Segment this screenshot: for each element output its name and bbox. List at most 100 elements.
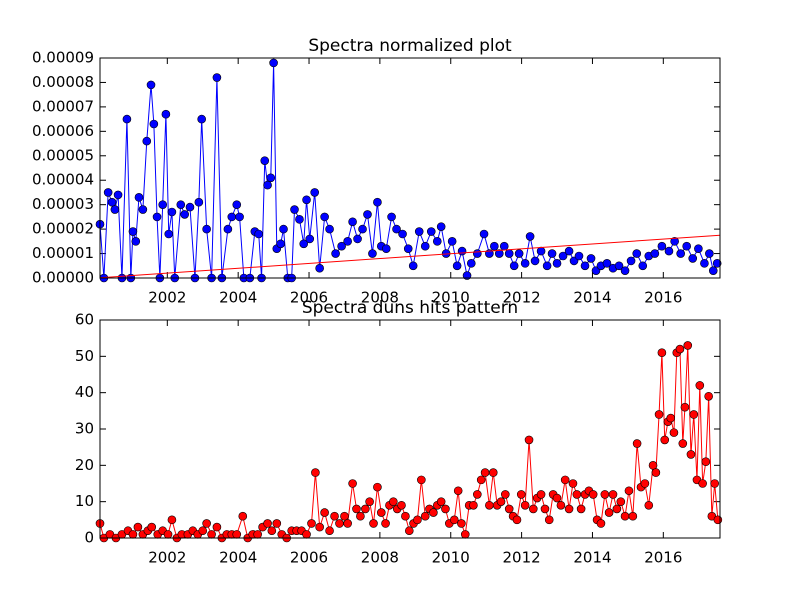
x-tick-label: 2006 xyxy=(290,289,328,307)
data-point xyxy=(302,530,311,539)
data-point xyxy=(263,180,272,190)
data-point xyxy=(628,511,638,521)
data-point xyxy=(363,210,372,219)
data-point xyxy=(657,348,667,358)
y-tick-label: 0.00008 xyxy=(32,73,94,91)
data-point xyxy=(564,246,574,256)
data-point xyxy=(509,261,519,271)
data-point xyxy=(683,341,693,350)
y-tick-label: 0 xyxy=(84,529,94,547)
data-point xyxy=(290,205,299,214)
data-point xyxy=(558,251,568,261)
data-point xyxy=(490,241,499,251)
data-point xyxy=(232,200,242,209)
data-point xyxy=(660,435,670,445)
data-point xyxy=(701,457,711,467)
y-tick-label: 0.00004 xyxy=(32,171,94,189)
data-point xyxy=(310,188,319,197)
data-point xyxy=(713,515,723,525)
data-point xyxy=(476,475,486,485)
data-point xyxy=(149,119,159,129)
data-point xyxy=(276,239,285,249)
data-point xyxy=(441,504,450,514)
data-point xyxy=(460,530,470,539)
y-tick-label: 0.00005 xyxy=(32,146,94,164)
data-point xyxy=(389,497,398,506)
data-point xyxy=(128,227,138,236)
data-point xyxy=(604,508,614,517)
data-point xyxy=(616,497,626,506)
data-point xyxy=(403,244,413,253)
data-point xyxy=(325,224,334,234)
y-tick-label: 0.00000 xyxy=(32,269,94,287)
data-point xyxy=(620,511,630,521)
data-point xyxy=(436,222,446,231)
data-point xyxy=(253,530,262,539)
data-point xyxy=(504,504,514,514)
data-point xyxy=(588,490,598,499)
data-point xyxy=(320,508,329,517)
chart-title: Spectra normalized plot xyxy=(308,36,512,56)
data-point xyxy=(238,511,248,521)
y-tick-label: 30 xyxy=(75,420,94,438)
data-point xyxy=(602,259,612,268)
data-point xyxy=(365,497,374,506)
data-point xyxy=(295,215,304,224)
data-point xyxy=(254,229,264,239)
data-point xyxy=(512,515,522,525)
data-point xyxy=(361,504,370,514)
data-point xyxy=(373,197,382,207)
data-point xyxy=(110,205,120,214)
x-tick-label: 2016 xyxy=(644,289,682,307)
data-point xyxy=(676,249,685,258)
data-point xyxy=(194,197,204,207)
data-point xyxy=(536,246,546,256)
x-tick-label: 2008 xyxy=(361,549,399,567)
data-point xyxy=(614,261,624,271)
data-point xyxy=(516,490,526,499)
x-tick-label: 2010 xyxy=(432,549,470,567)
y-tick-label: 10 xyxy=(75,492,94,510)
data-point xyxy=(552,493,562,503)
data-point xyxy=(413,515,422,525)
data-point xyxy=(670,237,679,246)
x-tick-label: 2016 xyxy=(644,549,682,567)
data-point xyxy=(164,229,174,239)
data-point xyxy=(669,428,679,437)
data-point xyxy=(392,224,401,234)
data-point xyxy=(710,479,719,488)
data-point xyxy=(414,227,424,236)
data-point xyxy=(704,391,713,401)
data-point xyxy=(480,468,490,477)
data-point xyxy=(266,173,276,183)
data-point xyxy=(686,450,696,459)
data-point xyxy=(504,249,514,258)
data-point xyxy=(158,200,168,209)
data-point xyxy=(223,224,233,234)
data-point xyxy=(260,156,270,165)
data-point xyxy=(648,461,658,470)
data-point xyxy=(417,475,426,485)
data-point xyxy=(152,212,162,222)
data-point xyxy=(654,410,664,419)
data-point xyxy=(128,530,138,539)
data-point xyxy=(640,479,650,488)
data-point xyxy=(331,249,340,258)
data-point xyxy=(608,490,618,499)
data-point xyxy=(279,224,288,234)
data-point xyxy=(612,504,622,514)
data-point xyxy=(547,249,557,258)
data-point xyxy=(689,410,699,419)
data-point xyxy=(131,237,141,246)
data-point xyxy=(315,263,324,273)
data-point xyxy=(138,205,148,214)
data-point xyxy=(447,237,457,246)
data-point xyxy=(167,515,177,525)
data-point xyxy=(626,256,636,266)
data-point xyxy=(680,402,690,412)
x-tick-label: 2006 xyxy=(290,549,328,567)
data-point xyxy=(113,190,123,200)
data-point xyxy=(369,519,378,528)
data-point xyxy=(142,136,152,146)
